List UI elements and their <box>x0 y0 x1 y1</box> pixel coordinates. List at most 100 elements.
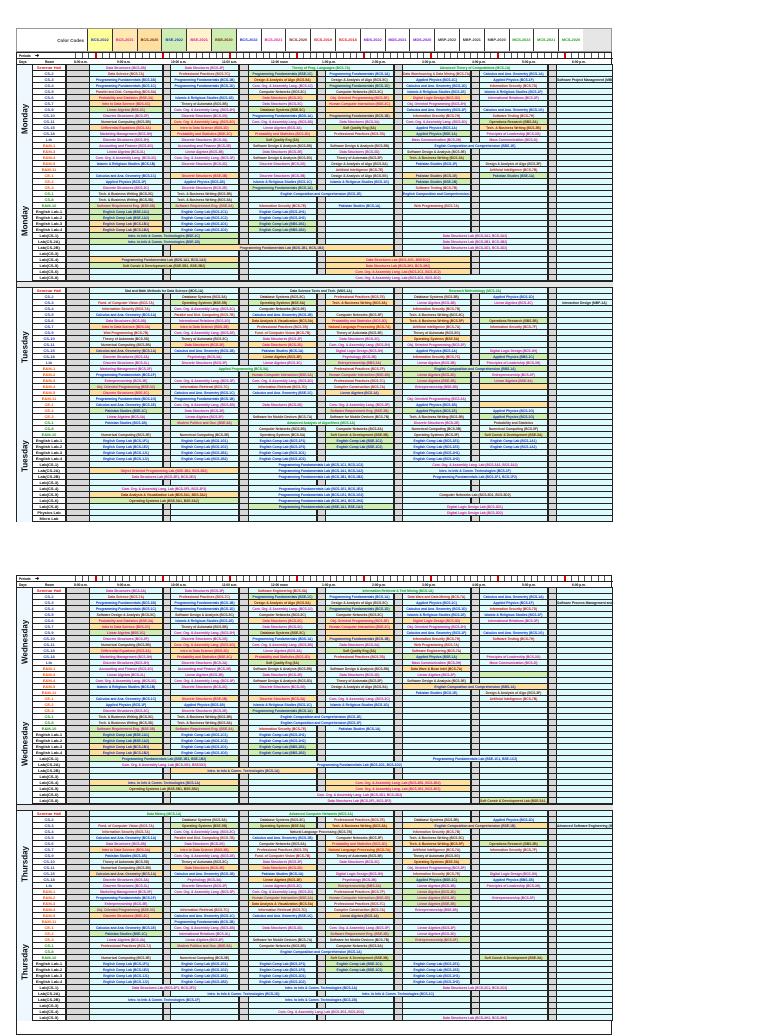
class-cell[interactable]: Discrete Structures (BSE-3B) <box>171 173 239 178</box>
empty-slot[interactable] <box>249 269 317 274</box>
class-cell[interactable]: Numerical Computing (BCS-5B) <box>403 426 471 431</box>
class-cell[interactable]: Data Science (BCS-7A) <box>90 594 163 599</box>
class-cell[interactable]: Professional Practices (BCS-7B) <box>249 847 317 852</box>
class-cell[interactable]: Data Structures Lab (BCS-3B1, BCS-3B2) <box>403 239 548 244</box>
empty-slot[interactable] <box>557 197 613 202</box>
empty-slot[interactable] <box>557 149 613 154</box>
empty-slot[interactable] <box>480 967 548 972</box>
class-cell[interactable]: Islamic & Religious Studies (BCS-1E) <box>403 612 471 617</box>
class-cell[interactable]: Com. Org. & Assembly Lang. (BCS-3H) <box>326 342 394 347</box>
class-cell[interactable]: Soft Constr & Development (BSE-5A) <box>480 955 548 960</box>
empty-slot[interactable] <box>90 817 163 822</box>
class-cell[interactable]: Discrete Structures (BCS-3A) <box>90 877 163 882</box>
class-cell[interactable]: Entrepreneurship (BCS-3F) <box>403 937 471 942</box>
class-cell[interactable] <box>480 672 548 677</box>
class-cell[interactable]: Data Structures Lab (BCS-3E1, BCS-3E2) <box>90 474 239 479</box>
class-cell[interactable]: Advanced Theory of Computations (MCS-1A) <box>403 65 548 70</box>
class-cell[interactable]: English Comp Lab (BSE-1A2) <box>90 215 163 220</box>
empty-slot[interactable] <box>326 215 394 220</box>
class-cell[interactable]: Design & Analysis of Algo (BCS-5F) <box>480 161 548 166</box>
class-cell[interactable]: Information Security (BCS-7A) <box>90 306 163 311</box>
class-cell[interactable]: Modern Politics and Gov. (BSE-5A) <box>171 943 239 948</box>
class-cell[interactable]: Software Design & Analysis (BCS-5B) <box>249 666 317 671</box>
class-cell[interactable]: Obj. Oriented Programming (BCS-3F) <box>403 865 471 870</box>
class-cell[interactable]: Numerical Computing (BCS-5B) <box>90 119 163 124</box>
class-cell[interactable]: Com. Org. & Assembly Lang. Lab (BCS-3C1,… <box>326 269 471 274</box>
class-cell[interactable]: English Composition and Comprehension (B… <box>403 823 548 828</box>
class-cell[interactable]: Intro. to Info & Comm. Technologies (BCS… <box>171 768 317 773</box>
class-cell[interactable]: Calculus and Ana. Geometry (BCS-1C) <box>171 913 239 918</box>
class-cell[interactable]: Programming Fundamentals (BCS-1D) <box>326 83 394 88</box>
empty-slot[interactable] <box>557 732 613 737</box>
empty-slot[interactable] <box>249 756 317 761</box>
class-cell[interactable]: Psychology (BCS-3A) <box>171 877 239 882</box>
class-cell[interactable]: Mass Communication (BCS-3I) <box>480 660 548 665</box>
empty-slot[interactable] <box>480 227 548 232</box>
class-cell[interactable]: English Comp Lab (BCS-1H1) <box>403 450 471 455</box>
class-cell[interactable]: Com. Org. & Assembly Lang. Lab (BCS-3A1,… <box>403 462 548 467</box>
empty-slot[interactable] <box>557 462 613 467</box>
class-cell[interactable]: Information Retrieval (BCS-7D) <box>249 907 317 912</box>
class-cell[interactable]: Com. Org. & Assembly Lang. (BCS-3E) <box>171 853 239 858</box>
empty-slot[interactable] <box>480 780 548 785</box>
class-cell[interactable]: Programming Fundamentals (BCS-1C) <box>90 606 163 611</box>
class-cell[interactable]: Programming Fundamentals (BSE-1C) <box>249 594 317 599</box>
empty-slot[interactable] <box>171 269 239 274</box>
class-cell[interactable]: Software for Mobile Devices (BCS-7B) <box>326 937 394 942</box>
class-cell[interactable]: Calculus and Ana. Geometry (BCS-1B) <box>249 312 317 317</box>
empty-slot[interactable] <box>480 215 548 220</box>
class-cell[interactable]: Entrepreneurship (BCS-3F) <box>480 895 548 900</box>
empty-slot[interactable] <box>249 480 317 485</box>
empty-slot[interactable] <box>171 1009 239 1014</box>
class-cell[interactable]: Compiler Construction (BCS-7A) <box>326 907 394 912</box>
class-cell[interactable]: Tech. & Business Writing (BCS-5C) <box>90 714 163 719</box>
empty-slot[interactable] <box>557 919 613 924</box>
empty-slot[interactable] <box>557 324 613 329</box>
class-cell[interactable]: Programming Fundamentals (BCS-1F) <box>90 372 163 377</box>
class-cell[interactable]: English Comp Lab (BCS-1A2) <box>480 444 548 449</box>
empty-slot[interactable] <box>557 636 613 641</box>
class-cell[interactable]: English Comp Lab (BCS-1A1) <box>480 438 548 443</box>
empty-slot[interactable] <box>403 251 471 256</box>
class-cell[interactable]: Probability and Statistics (BCS-3D) <box>249 654 317 659</box>
class-cell[interactable]: Discrete Structures (BCS-3C) <box>171 684 239 689</box>
class-cell[interactable]: English Comp Lab (BBS-1B1) <box>249 221 317 226</box>
empty-slot[interactable] <box>403 913 471 918</box>
class-cell[interactable]: Fund. of Computer Vision (BCS-7B) <box>249 853 317 858</box>
empty-slot[interactable] <box>557 937 613 942</box>
empty-slot[interactable] <box>249 239 317 244</box>
class-cell[interactable]: English Comp Lab (BSE-1C2) <box>326 444 394 449</box>
empty-slot[interactable] <box>557 792 613 797</box>
class-cell[interactable]: Data Analysis & Visualization Lab (BDS-5… <box>90 492 239 497</box>
class-cell[interactable]: Modern Politics and Gov. (BSE-5A) <box>171 420 239 425</box>
class-cell[interactable]: Com. Org. & Assembly Lang. (BCS-3G) <box>171 642 239 647</box>
class-cell[interactable]: Linear Algebra (BCS-3A) <box>249 125 317 130</box>
class-cell[interactable]: English Comp Lab (BCS-1E1) <box>403 438 471 443</box>
empty-slot[interactable] <box>249 786 317 791</box>
class-cell[interactable]: Applied Physics (BCS-1C) <box>403 600 471 605</box>
class-cell[interactable]: Calculus and Ana. Geometry (BCS-1B) <box>171 348 239 353</box>
class-cell[interactable]: Linear Algebra (BCS-3E) <box>249 877 317 882</box>
class-cell[interactable]: Linear Algebra (BCS-3E) <box>249 354 317 359</box>
empty-slot[interactable] <box>480 257 548 262</box>
class-cell[interactable]: Pakistan Studies (BSE-1B) <box>403 179 471 184</box>
class-cell[interactable]: Programming Fundamentals (BCS-1A) <box>326 594 394 599</box>
empty-slot[interactable] <box>403 516 471 521</box>
empty-slot[interactable] <box>480 750 548 755</box>
class-cell[interactable]: Islamic & Religious Studies (BCS-1B) <box>90 161 163 166</box>
empty-slot[interactable] <box>557 895 613 900</box>
class-cell[interactable]: Com. Org. & Assembly Lang. (BCS-3F) <box>171 678 239 683</box>
class-cell[interactable]: Islamic & Religious Studies (BCS-1E) <box>171 95 239 100</box>
empty-slot[interactable] <box>249 1003 317 1008</box>
class-cell[interactable]: Professional Practices (BCS-7E) <box>326 817 394 822</box>
class-cell[interactable]: Programming Fundamentals (BCS-1A) <box>326 71 394 76</box>
class-cell[interactable]: Linear Algebra (BSE-3B) <box>403 901 471 906</box>
empty-slot[interactable] <box>326 480 394 485</box>
class-cell[interactable]: Com. Org. & Assembly Lang. (BCS-3D) <box>403 119 471 124</box>
empty-slot[interactable] <box>480 263 548 268</box>
class-cell[interactable]: Data Structures Lab (BCS-3F1, BCS-3F2) <box>249 798 471 803</box>
empty-slot[interactable] <box>557 618 613 623</box>
class-cell[interactable]: Software Engineering (BCS-5A) <box>249 588 317 593</box>
class-cell[interactable]: International Relations (BCS-3G) <box>171 318 239 323</box>
class-cell[interactable]: Tech. & Business Writing (BCS-5B) <box>171 191 239 196</box>
